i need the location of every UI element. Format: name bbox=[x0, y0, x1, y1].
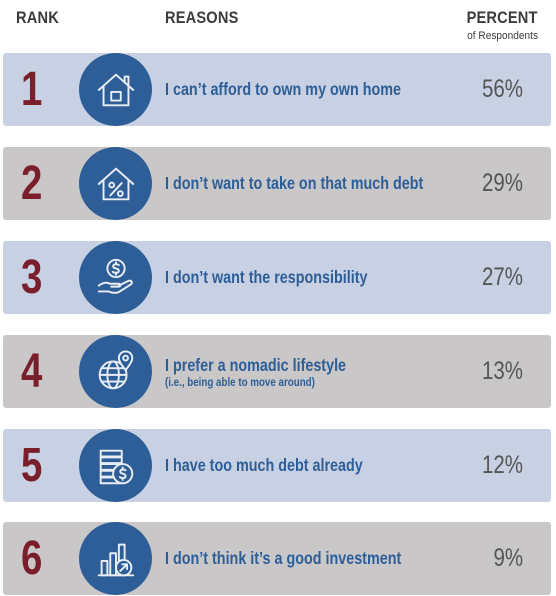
table-row: 1 I can’t afford to own my own home 56% bbox=[3, 53, 551, 126]
percent-value: 56% bbox=[481, 75, 523, 103]
percent-value: 9% bbox=[493, 544, 523, 572]
reason-note: (i.e., being able to move around) bbox=[165, 376, 315, 389]
rank-header: RANK bbox=[16, 8, 59, 27]
house-icon bbox=[79, 53, 152, 126]
percent-value: 12% bbox=[481, 451, 523, 479]
table-row: 5 I have too much debt already 12% bbox=[3, 429, 551, 502]
table-row: 4 I prefer a nomadic lifestyle (i.e., be… bbox=[3, 335, 551, 408]
percent-value: 29% bbox=[481, 169, 523, 197]
table-row: 6 I don’t think it’s a good investment 9… bbox=[3, 522, 551, 595]
reason-text: I have too much debt already bbox=[165, 455, 363, 475]
rank-number: 5 bbox=[21, 439, 43, 492]
hand-coin-icon bbox=[79, 241, 152, 314]
percent-value: 27% bbox=[481, 263, 523, 291]
globe-pin-icon bbox=[79, 335, 152, 408]
table-row: 2 I don’t want to take on that much debt… bbox=[3, 147, 551, 220]
bills-coin-icon bbox=[79, 429, 152, 502]
rank-number: 4 bbox=[21, 345, 43, 398]
bar-chart-arrow-icon bbox=[79, 522, 152, 595]
reason-text: I don’t want to take on that much debt bbox=[165, 173, 424, 193]
percent-subheader: of Respondents bbox=[467, 30, 538, 42]
house-percent-icon bbox=[79, 147, 152, 220]
table-row: 3 I don’t want the responsibility 27% bbox=[3, 241, 551, 314]
rank-number: 6 bbox=[21, 532, 43, 585]
reason-text: I don’t think it’s a good investment bbox=[165, 548, 402, 568]
reason-text: I don’t want the responsibility bbox=[165, 267, 368, 287]
reasons-header: REASONS bbox=[165, 8, 239, 27]
rank-number: 3 bbox=[21, 251, 43, 304]
rank-number: 2 bbox=[21, 157, 43, 210]
reason-text: I prefer a nomadic lifestyle bbox=[165, 354, 347, 375]
percent-value: 13% bbox=[481, 357, 523, 385]
reason-text: I can’t afford to own my own home bbox=[165, 79, 401, 99]
rank-number: 1 bbox=[21, 63, 43, 116]
percent-header: PERCENT bbox=[466, 8, 538, 27]
